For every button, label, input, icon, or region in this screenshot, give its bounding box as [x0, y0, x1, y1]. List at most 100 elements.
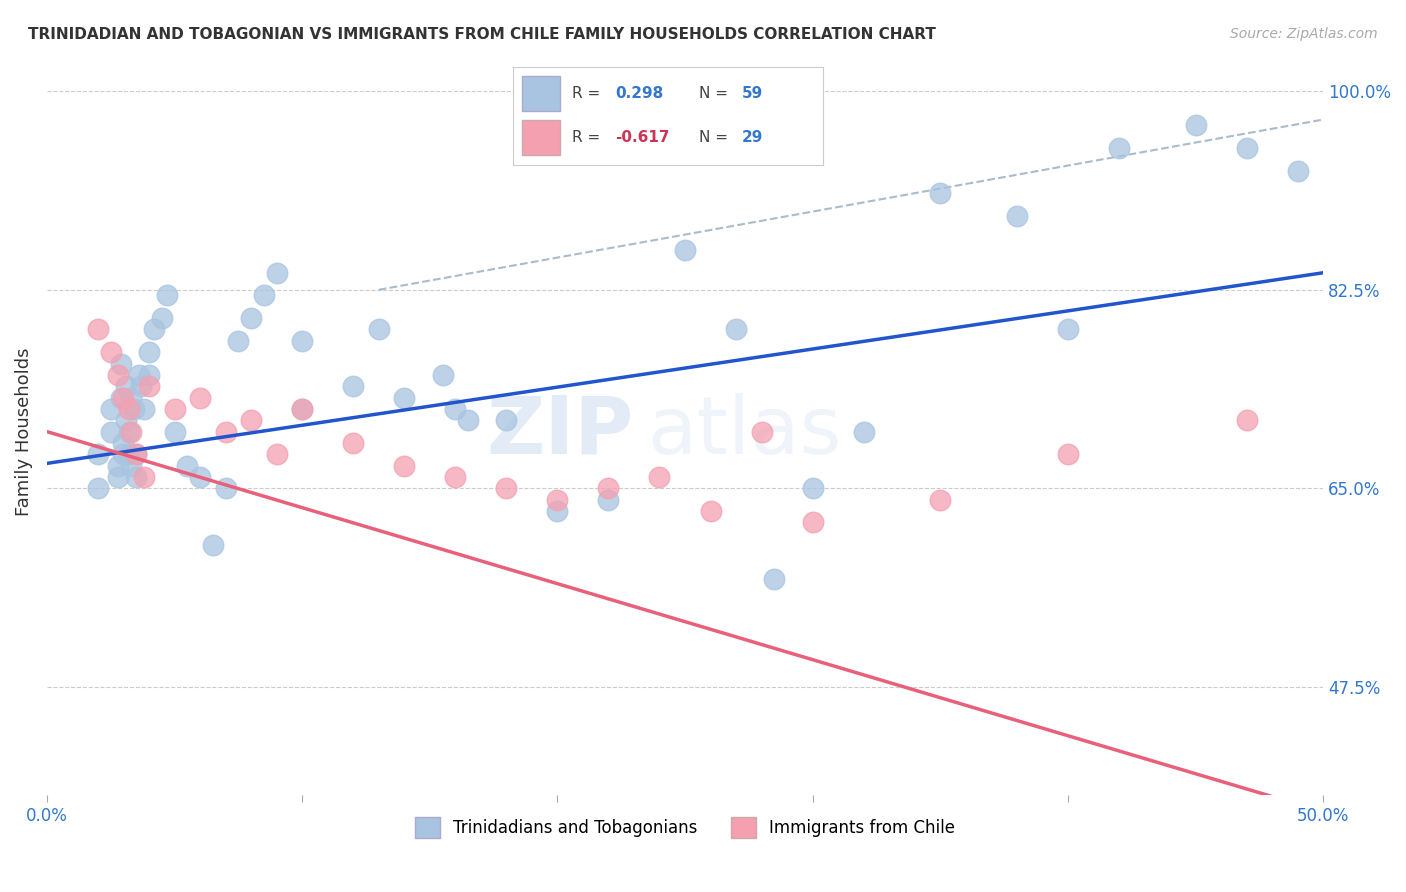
Point [125, 470, 148, 484]
Point [107, 458, 129, 473]
Point [201, 538, 224, 552]
Text: N =: N = [699, 130, 733, 145]
Point [128, 368, 150, 382]
Point [120, 391, 142, 405]
Point [266, 447, 288, 461]
Text: ZIP: ZIP [486, 392, 634, 471]
FancyBboxPatch shape [523, 76, 560, 112]
Legend: Trinidadians and Tobagonians, Immigrants from Chile: Trinidadians and Tobagonians, Immigrants… [408, 811, 962, 845]
Point [156, 288, 179, 302]
Point [138, 379, 160, 393]
Point [751, 425, 773, 439]
Point [100, 425, 122, 439]
Point [1286, 163, 1309, 178]
Point [214, 481, 236, 495]
Point [291, 401, 314, 416]
Point [122, 401, 145, 416]
Point [546, 492, 568, 507]
Point [107, 368, 129, 382]
Point [673, 243, 696, 257]
Point [801, 481, 824, 495]
Point [394, 458, 416, 473]
Point [763, 572, 786, 586]
Text: TRINIDADIAN AND TOBAGONIAN VS IMMIGRANTS FROM CHILE FAMILY HOUSEHOLDS CORRELATIO: TRINIDADIAN AND TOBAGONIAN VS IMMIGRANTS… [28, 27, 936, 42]
Point [929, 492, 952, 507]
Point [120, 425, 142, 439]
Point [112, 436, 135, 450]
Text: R =: R = [572, 130, 605, 145]
Text: atlas: atlas [647, 392, 841, 471]
Point [115, 379, 138, 393]
Text: 29: 29 [742, 130, 763, 145]
Point [457, 413, 479, 427]
Point [117, 425, 139, 439]
Point [107, 470, 129, 484]
Point [444, 470, 467, 484]
Point [132, 470, 155, 484]
Point [266, 266, 288, 280]
Point [648, 470, 671, 484]
Point [125, 447, 148, 461]
Point [495, 413, 517, 427]
Text: N =: N = [699, 86, 733, 101]
Point [1057, 447, 1080, 461]
Point [291, 401, 314, 416]
Point [188, 470, 211, 484]
Point [801, 516, 824, 530]
Point [342, 379, 364, 393]
Point [143, 322, 166, 336]
Point [120, 458, 142, 473]
Point [110, 357, 132, 371]
FancyBboxPatch shape [523, 120, 560, 155]
Point [1005, 209, 1028, 223]
Point [100, 401, 122, 416]
Point [495, 481, 517, 495]
Point [214, 425, 236, 439]
Point [125, 447, 148, 461]
Point [138, 345, 160, 359]
Point [87, 481, 110, 495]
Point [1108, 141, 1130, 155]
Text: -0.617: -0.617 [616, 130, 669, 145]
Point [1236, 413, 1258, 427]
Point [291, 334, 314, 348]
Point [117, 401, 139, 416]
Point [1184, 118, 1206, 132]
Point [929, 186, 952, 201]
Point [1133, 822, 1156, 836]
Point [87, 322, 110, 336]
Point [115, 413, 138, 427]
Point [725, 322, 748, 336]
Point [342, 436, 364, 450]
Point [444, 401, 467, 416]
Point [394, 391, 416, 405]
Text: R =: R = [572, 86, 605, 101]
Point [163, 425, 186, 439]
Text: 59: 59 [742, 86, 763, 101]
Point [163, 401, 186, 416]
Point [110, 391, 132, 405]
Point [367, 322, 389, 336]
Point [699, 504, 721, 518]
Point [131, 379, 153, 393]
Y-axis label: Family Households: Family Households [15, 347, 32, 516]
Point [240, 311, 263, 326]
Point [598, 492, 620, 507]
Point [253, 288, 276, 302]
Point [228, 334, 250, 348]
Point [432, 368, 454, 382]
Point [132, 401, 155, 416]
Point [117, 447, 139, 461]
Point [112, 447, 135, 461]
Point [176, 458, 198, 473]
Point [240, 413, 263, 427]
Point [87, 447, 110, 461]
Point [188, 391, 211, 405]
Text: Source: ZipAtlas.com: Source: ZipAtlas.com [1230, 27, 1378, 41]
Point [1057, 322, 1080, 336]
Point [112, 391, 135, 405]
Point [852, 425, 875, 439]
Point [1236, 141, 1258, 155]
Point [150, 311, 173, 326]
Text: 0.298: 0.298 [616, 86, 664, 101]
